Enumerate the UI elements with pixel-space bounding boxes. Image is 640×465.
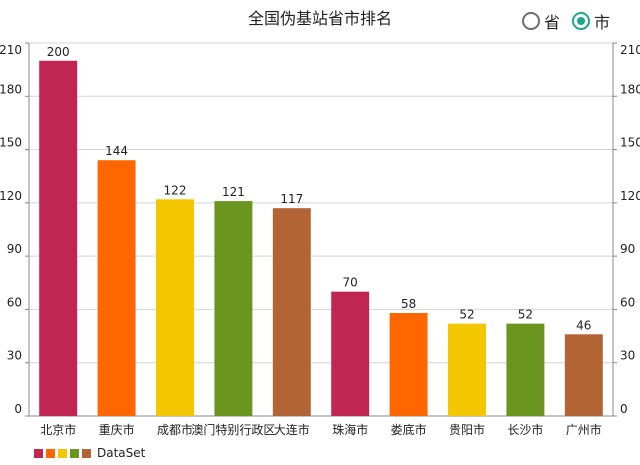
bar-value-label: 70: [343, 276, 358, 290]
x-tick-label: 成都市: [157, 422, 193, 437]
bar-value-label: 121: [222, 185, 245, 199]
region-toggle: 省 市: [522, 9, 618, 33]
bar: [331, 291, 370, 416]
y-tick-label-right: 60: [620, 295, 635, 309]
y-tick-label-left: 180: [0, 82, 22, 96]
bar: [39, 60, 78, 417]
bar-value-label: 200: [47, 45, 70, 59]
y-tick-label-right: 90: [620, 242, 635, 256]
legend-swatch: [46, 448, 55, 458]
legend-label: DataSet: [97, 446, 146, 460]
y-tick-label-left: 90: [7, 242, 22, 256]
y-tick-label-right: 0: [620, 402, 628, 416]
bar: [214, 201, 253, 416]
bar: [506, 323, 545, 416]
bar-value-label: 122: [164, 183, 187, 197]
bar-value-label: 46: [576, 318, 591, 332]
legend-swatch: [70, 448, 79, 458]
city-radio[interactable]: [572, 12, 591, 30]
x-tick-label: 重庆市: [99, 422, 135, 437]
x-tick-label: 长沙市: [507, 422, 543, 437]
x-tick-label: 贵阳市: [449, 422, 485, 437]
bar: [97, 160, 136, 416]
x-tick-label: 珠海市: [332, 422, 368, 437]
legend-swatch: [58, 448, 67, 458]
chart-title: 全国伪基站省市排名: [247, 9, 392, 28]
x-tick-label: 北京市: [40, 422, 76, 437]
x-tick-label: 娄底市: [391, 422, 427, 437]
x-tick-label: 大连市: [274, 422, 310, 437]
y-tick-label-left: 0: [14, 402, 22, 416]
bar: [272, 208, 311, 416]
legend-swatch: [34, 448, 43, 458]
province-radio[interactable]: [522, 12, 540, 30]
y-tick-label-left: 120: [0, 189, 22, 203]
y-tick-label-right: 30: [620, 349, 635, 363]
bar-value-label: 52: [459, 308, 474, 322]
y-tick-label-left: 30: [7, 349, 22, 363]
y-tick-label-right: 210: [620, 43, 640, 57]
province-label[interactable]: 省: [544, 13, 561, 32]
legend-swatch: [82, 448, 91, 458]
bar: [389, 312, 428, 416]
bar: [448, 323, 486, 416]
x-tick-label: 澳门特别行政区: [191, 422, 275, 437]
city-label[interactable]: 市: [594, 13, 611, 32]
y-tick-label-right: 180: [620, 82, 640, 96]
bar-value-label: 144: [105, 144, 128, 158]
bar-value-label: 52: [518, 308, 533, 322]
y-tick-label-right: 120: [620, 189, 640, 203]
bar: [156, 199, 194, 416]
bar: [564, 334, 603, 416]
y-tick-label-left: 210: [0, 43, 22, 57]
y-tick-label-right: 150: [620, 136, 640, 150]
bar-value-label: 117: [280, 192, 303, 206]
y-tick-label-left: 60: [7, 295, 22, 309]
bar-value-label: 58: [401, 297, 416, 311]
y-tick-label-left: 150: [0, 136, 22, 150]
x-tick-label: 广州市: [566, 422, 602, 437]
legend: DataSet: [34, 446, 145, 460]
